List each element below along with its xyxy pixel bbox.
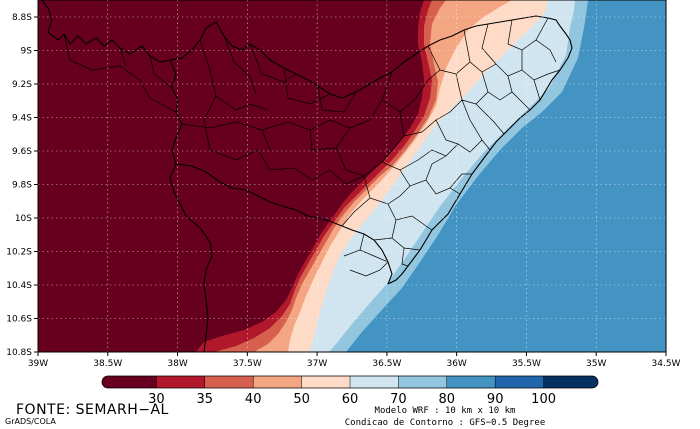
- map-plot-area: [38, 0, 666, 352]
- state-boundary-south: [175, 163, 393, 285]
- latitude-ticks: 8.8S 9S 9.2S 9.4S 9.6S 9.8S 10S 10.2S 10.4S 10.6S…: [6, 13, 38, 358]
- lat-tick-label: 9.8S: [12, 181, 32, 191]
- lat-tick-label: 10.8S: [6, 348, 32, 358]
- lon-tick-label: 35W: [586, 359, 606, 369]
- colorbar-label: 100: [531, 392, 556, 407]
- colorbar-segment: [204, 376, 254, 388]
- colorbar-label: 35: [197, 392, 214, 407]
- lon-tick-label: 35.5W: [512, 359, 541, 369]
- source-label: FONTE: SEMARH−AL: [16, 402, 169, 418]
- lon-tick-label: 37W: [307, 359, 327, 369]
- colorbar-end-cap: [102, 376, 114, 388]
- longitude-ticks: 39W 38.5W 38W 37.5W 37W 36.5W 36W 35.5W 35W 34.5W: [28, 352, 681, 369]
- model-label: Modelo WRF : 10 km x 10 km: [374, 406, 516, 416]
- colorbar-label: 80: [439, 392, 456, 407]
- colorbar-segment: [446, 376, 496, 388]
- lat-tick-label: 10.2S: [6, 248, 32, 258]
- lon-tick-label: 34.5W: [652, 359, 681, 369]
- lat-tick-label: 8.8S: [12, 13, 32, 23]
- lon-tick-label: 38W: [167, 359, 187, 369]
- colorbar-label: 90: [487, 392, 504, 407]
- colorbar-label: 70: [390, 392, 407, 407]
- lat-tick-label: 9S: [21, 47, 33, 57]
- colorbar-label: 40: [245, 392, 262, 407]
- colorbar-segment: [156, 376, 206, 388]
- lat-tick-label: 9.2S: [12, 80, 32, 90]
- grads-credit: GrADS/COLA: [5, 417, 56, 426]
- lon-tick-label: 39W: [28, 359, 48, 369]
- plot-frame: [37, 0, 667, 353]
- band-30: [38, 0, 424, 352]
- colorbar-label: 30: [148, 392, 165, 407]
- boundary-condition-label: Condicao de Contorno : GFS−0.5 Degree: [344, 418, 546, 428]
- colorbar-segment: [543, 376, 593, 388]
- lat-tick-label: 10.4S: [6, 281, 32, 291]
- lon-tick-label: 38.5W: [93, 359, 122, 369]
- colorbar-segment: [301, 376, 351, 388]
- lon-tick-label: 36W: [446, 359, 466, 369]
- colorbar-segment: [398, 376, 448, 388]
- colorbar: 30 35 40 50 60 70 80 90 100: [101, 375, 599, 407]
- colorbar-segment: [108, 376, 157, 388]
- colorbar-segment: [253, 376, 303, 388]
- colorbar-end-cap: [586, 376, 598, 388]
- state-boundary-north: [169, 15, 573, 99]
- lat-tick-label: 9.4S: [12, 114, 32, 124]
- lon-tick-label: 37.5W: [233, 359, 262, 369]
- colorbar-label: 50: [293, 392, 310, 407]
- colorbar-segment: [495, 376, 545, 388]
- colorbar-segment: [350, 376, 399, 388]
- colorbar-label: 60: [342, 392, 359, 407]
- grid-lines: [38, 0, 666, 352]
- lat-tick-label: 10.6S: [6, 315, 32, 325]
- lon-tick-label: 36.5W: [372, 359, 401, 369]
- lat-tick-label: 10S: [15, 214, 32, 224]
- municipal-boundaries: [63, 17, 561, 277]
- lat-tick-label: 9.6S: [12, 147, 32, 157]
